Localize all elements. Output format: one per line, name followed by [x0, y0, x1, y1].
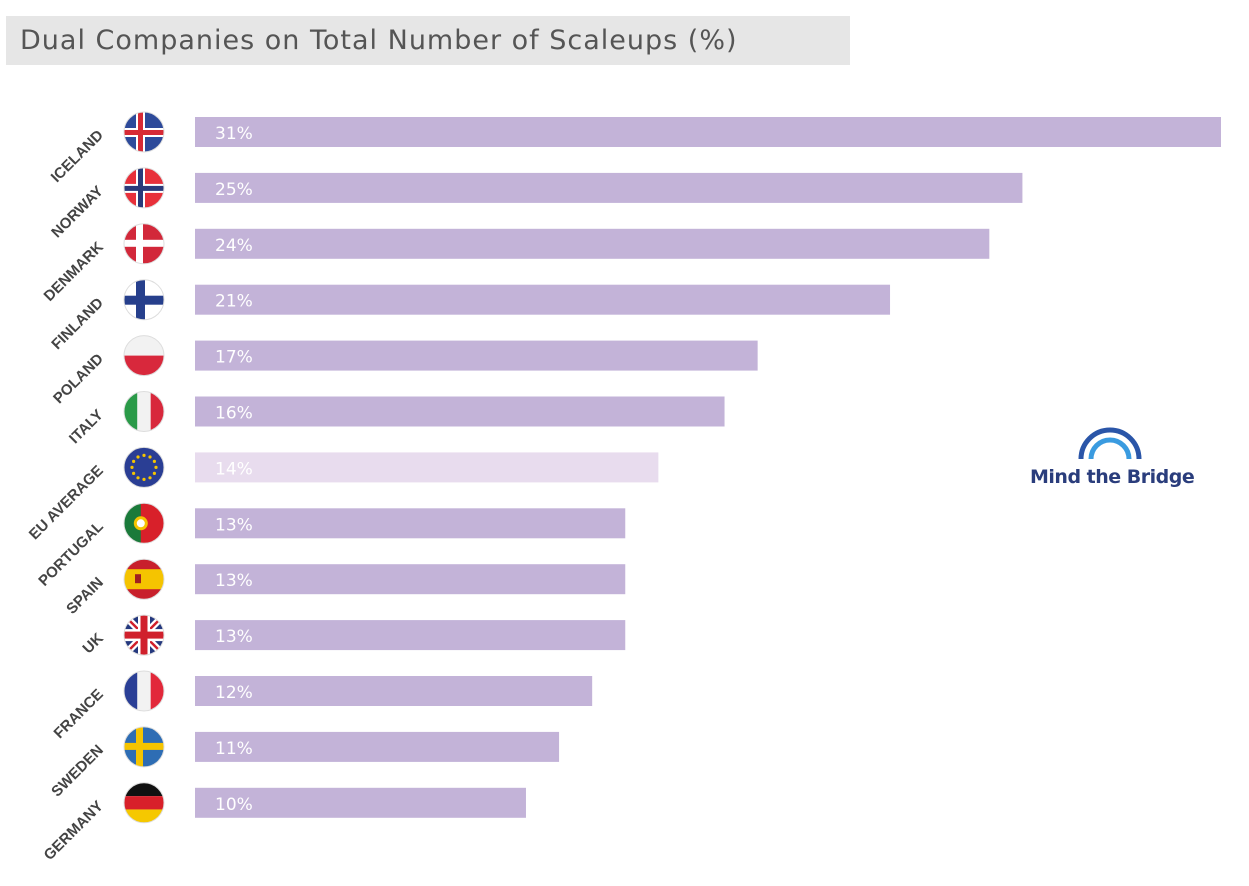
- bar-value-label: 12%: [215, 683, 253, 703]
- flag-border: [123, 223, 165, 265]
- category-label: FINLAND: [48, 294, 107, 353]
- bar-value-label: 13%: [215, 515, 253, 535]
- chart-title: Dual Companies on Total Number of Scaleu…: [20, 25, 738, 56]
- bar-value-label: 25%: [215, 180, 253, 200]
- bar-italy: [195, 396, 725, 427]
- flag-border: [123, 782, 165, 824]
- flag-pl-icon: [124, 335, 164, 376]
- flag-fi-icon: [124, 279, 164, 320]
- category-label: GERMANY: [41, 798, 107, 864]
- flag-eu-icon: [124, 447, 164, 488]
- bar-value-label: 21%: [215, 292, 253, 312]
- bar-france: [195, 676, 593, 706]
- bar-value-label: 14%: [215, 459, 253, 479]
- flag-border: [123, 279, 165, 321]
- flag-is-icon: [124, 112, 164, 152]
- category-label: UK: [79, 630, 106, 657]
- bar-norway: [195, 172, 1023, 203]
- bar-value-label: 24%: [215, 236, 253, 256]
- flag-border: [123, 446, 165, 488]
- flag-it-icon: [124, 391, 164, 432]
- flag-border: [123, 558, 165, 600]
- category-label: SWEDEN: [48, 742, 107, 801]
- category-label: DENMARK: [41, 238, 107, 304]
- flag-fr-icon: [124, 671, 164, 711]
- flag-uk-icon: [124, 615, 164, 656]
- flag-se-icon: [124, 726, 164, 767]
- category-label: SPAIN: [63, 574, 107, 618]
- title-banner: Dual Companies on Total Number of Scaleu…: [6, 16, 850, 65]
- flag-border: [123, 391, 165, 432]
- bar-value-label: 11%: [215, 739, 253, 759]
- bar-sweden: [195, 731, 560, 762]
- flag-pt-icon: [124, 503, 164, 544]
- flag-border: [123, 614, 165, 656]
- flag-border: [123, 502, 165, 544]
- bar-value-label: 13%: [215, 627, 253, 647]
- flag-no-icon: [124, 167, 164, 208]
- bar-poland: [195, 340, 758, 371]
- bridge-arch-icon: [1078, 427, 1142, 460]
- bar-value-label: 13%: [215, 571, 253, 591]
- flag-de-icon: [124, 782, 164, 823]
- flag-border: [123, 670, 165, 712]
- category-label: FRANCE: [51, 686, 107, 742]
- category-label: POLAND: [50, 350, 107, 407]
- category-label: ITALY: [66, 406, 107, 447]
- bar-spain: [195, 564, 626, 595]
- flag-dk-icon: [124, 223, 164, 264]
- flag-border: [123, 335, 165, 377]
- bar-value-label: 16%: [215, 404, 253, 424]
- logo-text: Mind the Bridge: [1030, 466, 1195, 488]
- flag-border: [123, 111, 165, 153]
- bar-finland: [195, 284, 891, 315]
- bar-eu-average: [195, 452, 659, 483]
- bar-germany: [195, 787, 526, 818]
- bar-uk: [195, 620, 626, 651]
- flag-border: [123, 726, 165, 768]
- bar-denmark: [195, 228, 990, 259]
- bar-value-label: 17%: [215, 348, 253, 368]
- flag-es-icon: [124, 559, 164, 600]
- flag-border: [123, 167, 165, 209]
- category-label: ICELAND: [48, 127, 107, 186]
- bar-portugal: [195, 508, 626, 539]
- mind-the-bridge-logo: Mind the Bridge: [1030, 425, 1195, 488]
- bar-iceland: [195, 117, 1221, 147]
- bar-value-label: 10%: [215, 795, 253, 815]
- category-label: NORWAY: [48, 183, 107, 242]
- bar-value-label: 31%: [215, 124, 253, 144]
